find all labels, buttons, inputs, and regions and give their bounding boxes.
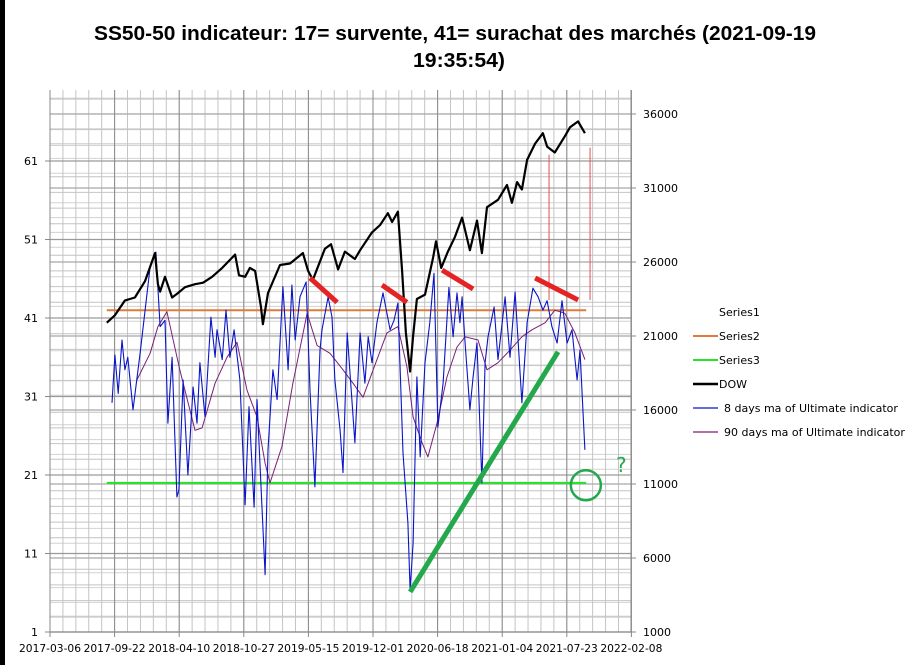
x-tick-label: 2018-10-27 — [213, 642, 275, 655]
right-tick-label: 16000 — [643, 404, 678, 417]
left-tick-label: 1 — [31, 626, 38, 639]
legend: Series1 Series2 Series3 DOW 8 days ma of Ult… — [693, 306, 905, 439]
green-trend-annotation — [408, 350, 561, 594]
x-tick-label: 2018-04-10 — [148, 642, 210, 655]
green-circle-annotation — [569, 468, 603, 502]
series-line-dow — [106, 120, 586, 373]
series-layer — [106, 120, 587, 591]
legend-label: 8 days ma of Ultimate indicator — [724, 402, 898, 415]
series-line-90-days-ma-of-ultimate-indicator — [136, 309, 586, 484]
axes: 1112131415161100060001100016000210002600… — [19, 90, 678, 655]
left-tick-label: 11 — [24, 548, 38, 561]
annotations: ? — [308, 147, 627, 594]
plot-area — [50, 90, 631, 632]
right-tick-label: 1000 — [643, 626, 671, 639]
x-tick-label: 2020-06-18 — [407, 642, 469, 655]
x-tick-label: 2017-03-06 — [19, 642, 81, 655]
legend-label: Series2 — [719, 330, 760, 343]
question-mark-annotation: ? — [616, 453, 627, 477]
left-tick-label: 21 — [24, 469, 38, 482]
chart-title-line1: SS50-50 indicateur: 17= survente, 41= su… — [94, 23, 816, 45]
legend-label: DOW — [719, 378, 747, 391]
legend-label: 90 days ma of Ultimate indicator — [724, 426, 905, 439]
right-tick-label: 6000 — [643, 552, 671, 565]
red-trend-annotation — [534, 275, 580, 303]
window-left-border — [0, 0, 5, 665]
gridlines — [49, 90, 632, 633]
x-tick-label: 2021-07-23 — [536, 642, 598, 655]
series-line-8-days-ma-of-ultimate-indicator — [111, 251, 586, 591]
red-trend-annotation — [380, 282, 409, 305]
right-tick-label: 21000 — [643, 330, 678, 343]
right-tick-label: 26000 — [643, 256, 678, 269]
x-tick-label: 2019-12-01 — [342, 642, 404, 655]
x-tick-label: 2021-01-04 — [471, 642, 533, 655]
red-trend-annotation — [308, 276, 339, 305]
legend-label: Series3 — [719, 354, 760, 367]
red-trend-annotation — [440, 267, 475, 292]
right-tick-label: 31000 — [643, 182, 678, 195]
right-tick-label: 36000 — [643, 108, 678, 121]
chart-title-line2: 19:35:54) — [413, 50, 505, 72]
left-tick-label: 41 — [24, 312, 38, 325]
x-tick-label: 2017-09-22 — [84, 642, 146, 655]
left-tick-label: 31 — [24, 391, 38, 404]
legend-label: Series1 — [719, 306, 760, 319]
left-tick-label: 51 — [24, 234, 38, 247]
x-tick-label: 2022-02-08 — [600, 642, 662, 655]
x-tick-label: 2019-05-15 — [277, 642, 339, 655]
right-tick-label: 11000 — [643, 478, 678, 491]
left-tick-label: 61 — [24, 155, 38, 168]
